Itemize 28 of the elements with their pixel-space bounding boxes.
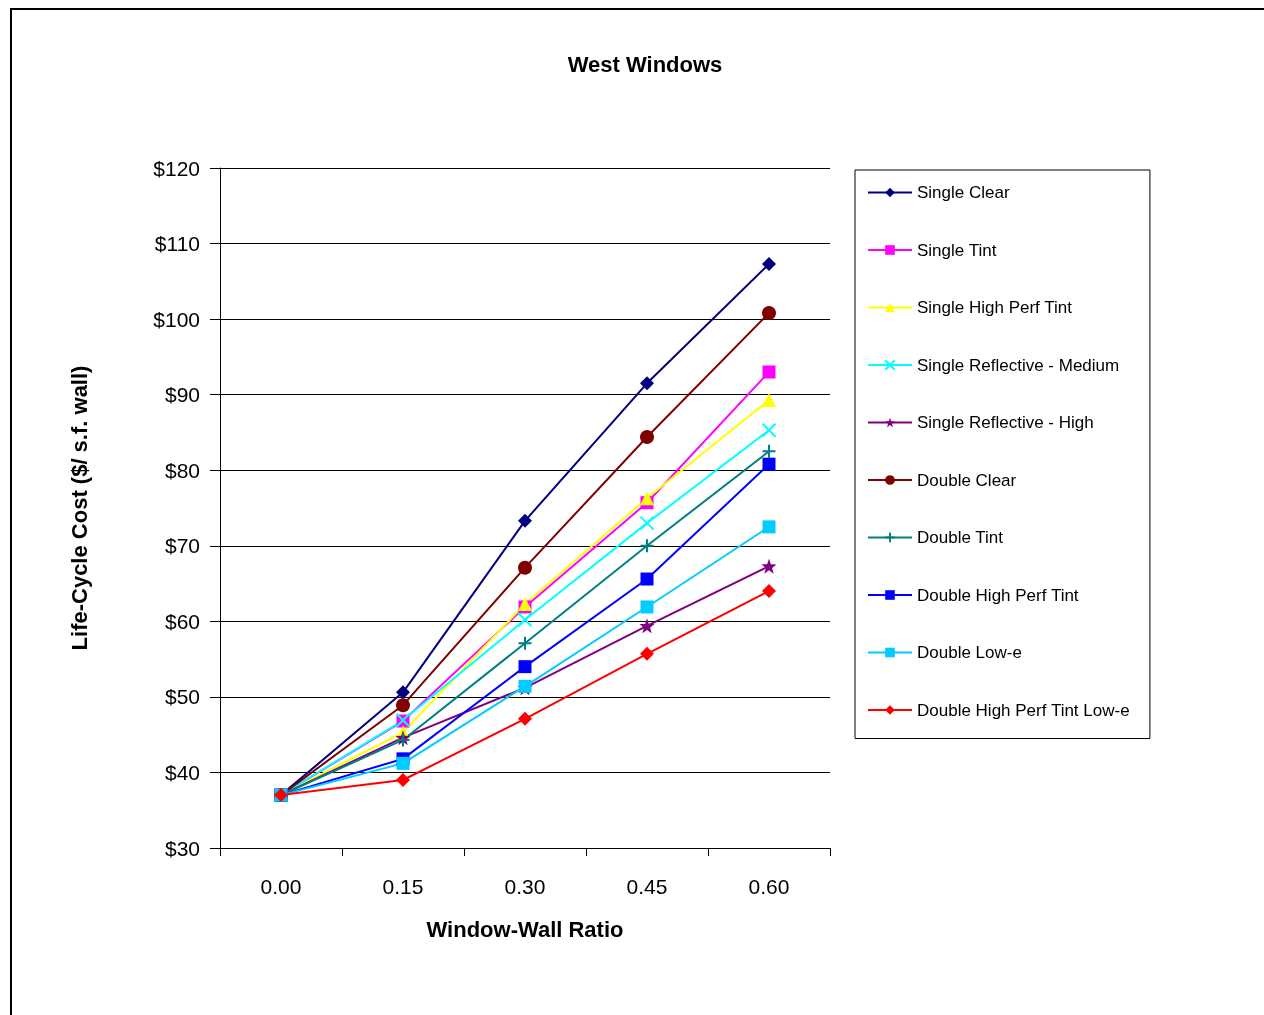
y-tick-label: $70	[164, 534, 200, 558]
y-tick-label: $50	[164, 685, 200, 709]
legend-label: Single Clear	[917, 183, 1010, 202]
legend-label: Single Tint	[917, 240, 997, 260]
y-tick-label: $60	[164, 609, 200, 633]
chart-title: West Windows	[567, 51, 723, 77]
y-tick-label: $110	[154, 232, 200, 256]
legend-label: Double Tint	[917, 528, 1004, 547]
y-tick-label: $120	[153, 156, 200, 180]
legend-label: Double High Perf Tint	[917, 585, 1079, 605]
y-tick-label: $30	[164, 836, 200, 860]
legend-label: Double Clear	[917, 470, 1017, 490]
x-axis-title: Window-Wall Ratio	[426, 916, 624, 942]
legend-label: Double High Perf Tint Low-e	[917, 700, 1130, 720]
x-tick-label: 0.45	[626, 875, 668, 898]
legend-label: Single Reflective - Medium	[917, 355, 1120, 375]
y-axis-title: Life-Cycle Cost ($/ s.f. wall)	[66, 365, 92, 651]
x-tick-label: 0.00	[260, 875, 302, 898]
y-tick-label: $100	[153, 307, 200, 331]
y-tick-label: $80	[164, 458, 200, 482]
y-tick-label: $90	[164, 383, 200, 407]
y-tick-label: $40	[164, 760, 200, 784]
legend-label: Single Reflective - High	[917, 413, 1094, 432]
x-tick-label: 0.30	[504, 875, 546, 898]
legend-label: Double Low-e	[917, 643, 1022, 662]
x-tick-label: 0.15	[382, 875, 424, 898]
x-tick-label: 0.60	[748, 875, 790, 898]
legend-label: Single High Perf Tint	[917, 298, 1073, 317]
